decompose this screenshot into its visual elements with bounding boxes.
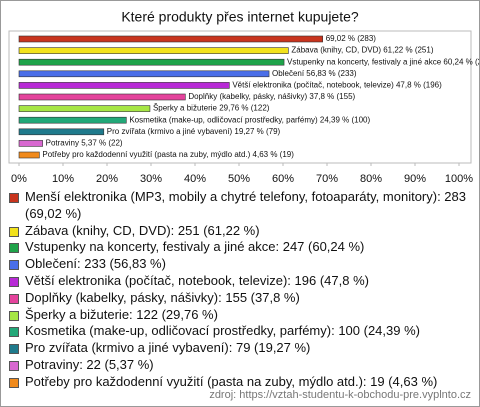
bar — [18, 140, 43, 147]
data-label: Šperky a bižuterie 29,76 % (122) — [153, 104, 270, 113]
legend-entry: Potraviny: 22 (5,37 %) — [9, 357, 471, 374]
data-label: Zábava (knihy, CD, DVD) 61,22 % (251) — [291, 46, 433, 55]
plot: Které produkty přes internet kupujete? 0… — [8, 9, 479, 185]
legend-entry: Menší elektronika (MP3, mobily a chytré … — [9, 189, 471, 223]
legend-label: Větší elektronika (počítač, notebook, te… — [25, 272, 369, 288]
legend-swatch — [9, 293, 19, 304]
data-label: Potraviny 5,37 % (22) — [46, 139, 123, 148]
bar — [18, 151, 40, 159]
source: zdroj: https://vztah-studentu-k-obchodu-… — [209, 389, 471, 401]
legend-label: Doplňky (kabelky, pásky, nášivky): 155 (… — [25, 289, 300, 305]
legend-label: Potřeby pro každodenní využití (pasta na… — [25, 373, 438, 389]
bar — [18, 70, 270, 78]
data-label: 69,02 % (283) — [326, 34, 377, 43]
legend-entry: Pro zvířata (krmivo a jiné vybavení): 79… — [9, 340, 471, 357]
legend-swatch — [9, 360, 19, 371]
data-label: Doplňky (kabelky, pásky, nášivky) 37,8 %… — [188, 92, 355, 101]
x-tick-label: 70% — [316, 173, 338, 185]
bar — [18, 58, 285, 66]
legend-entry: Větší elektronika (počítač, notebook, te… — [9, 273, 471, 290]
legend-swatch — [9, 226, 19, 237]
chart-title: Které produkty přes internet kupujete? — [121, 9, 359, 25]
bar — [18, 116, 127, 124]
bar — [18, 105, 151, 112]
data-label: Kosmetika (make-up, odličovací prostředk… — [129, 115, 370, 124]
legend: Menší elektronika (MP3, mobily a chytré … — [9, 189, 471, 391]
x-tick-label: 0% — [11, 173, 27, 185]
data-label: Větší elektronika (počítač, notebook, te… — [232, 81, 442, 90]
bar — [18, 82, 230, 89]
legend-label: Šperky a bižuterie: 122 (29,76 %) — [25, 306, 218, 322]
x-tick-label: 40% — [184, 173, 206, 185]
legend-label: Zábava (knihy, CD, DVD): 251 (61,22 %) — [25, 222, 260, 238]
data-label: Potřeby pro každodenní využití (pasta na… — [42, 150, 294, 159]
legend-entry: Oblečení: 233 (56,83 %) — [9, 256, 471, 273]
bar — [18, 35, 323, 43]
legend-swatch — [9, 260, 19, 271]
x-tick-label: 20% — [96, 173, 118, 185]
x-tick-label: 80% — [360, 173, 382, 185]
legend-entry: Potřeby pro každodenní využití (pasta na… — [9, 374, 471, 391]
legend-swatch — [9, 327, 19, 338]
x-tick-label: 60% — [272, 173, 294, 185]
legend-label: Menší elektronika (MP3, mobily a chytré … — [25, 189, 466, 221]
legend-entry: Šperky a bižuterie: 122 (29,76 %) — [9, 307, 471, 324]
legend-swatch — [9, 193, 19, 203]
legend-entry: Vstupenky na koncerty, festivaly a jiné … — [9, 239, 471, 256]
bar — [18, 47, 289, 54]
bar — [18, 93, 186, 101]
legend-label: Potraviny: 22 (5,37 %) — [25, 356, 154, 372]
legend-entry: Zábava (knihy, CD, DVD): 251 (61,22 %) — [9, 223, 471, 240]
x-tick-label: 50% — [228, 173, 250, 185]
x-tick-label: 30% — [140, 173, 162, 185]
legend-swatch — [9, 344, 19, 355]
legend-entry: Kosmetika (make-up, odličovací prostředk… — [9, 323, 471, 340]
data-label: Oblečení 56,83 % (233) — [272, 69, 357, 78]
bar — [18, 128, 105, 136]
legend-swatch — [9, 310, 19, 321]
x-tick-label: 90% — [404, 173, 426, 185]
legend-label: Pro zvířata (krmivo a jiné vybavení): 79… — [25, 340, 311, 356]
legend-swatch — [9, 243, 19, 254]
legend-label: Oblečení: 233 (56,83 %) — [25, 256, 166, 272]
legend-label: Vstupenky na koncerty, festivaly a jiné … — [25, 239, 365, 255]
legend-label: Kosmetika (make-up, odličovací prostředk… — [25, 323, 420, 339]
legend-swatch — [9, 276, 19, 287]
data-label: Pro zvířata (krmivo a jiné vybavení) 19,… — [107, 127, 281, 136]
x-tick-label: 100% — [445, 173, 473, 185]
x-tick-label: 10% — [52, 173, 74, 185]
data-label: Vstupenky na koncerty, festivaly a jiné … — [287, 57, 479, 66]
legend-swatch — [9, 377, 19, 388]
legend-entry: Doplňky (kabelky, pásky, nášivky): 155 (… — [9, 290, 471, 307]
